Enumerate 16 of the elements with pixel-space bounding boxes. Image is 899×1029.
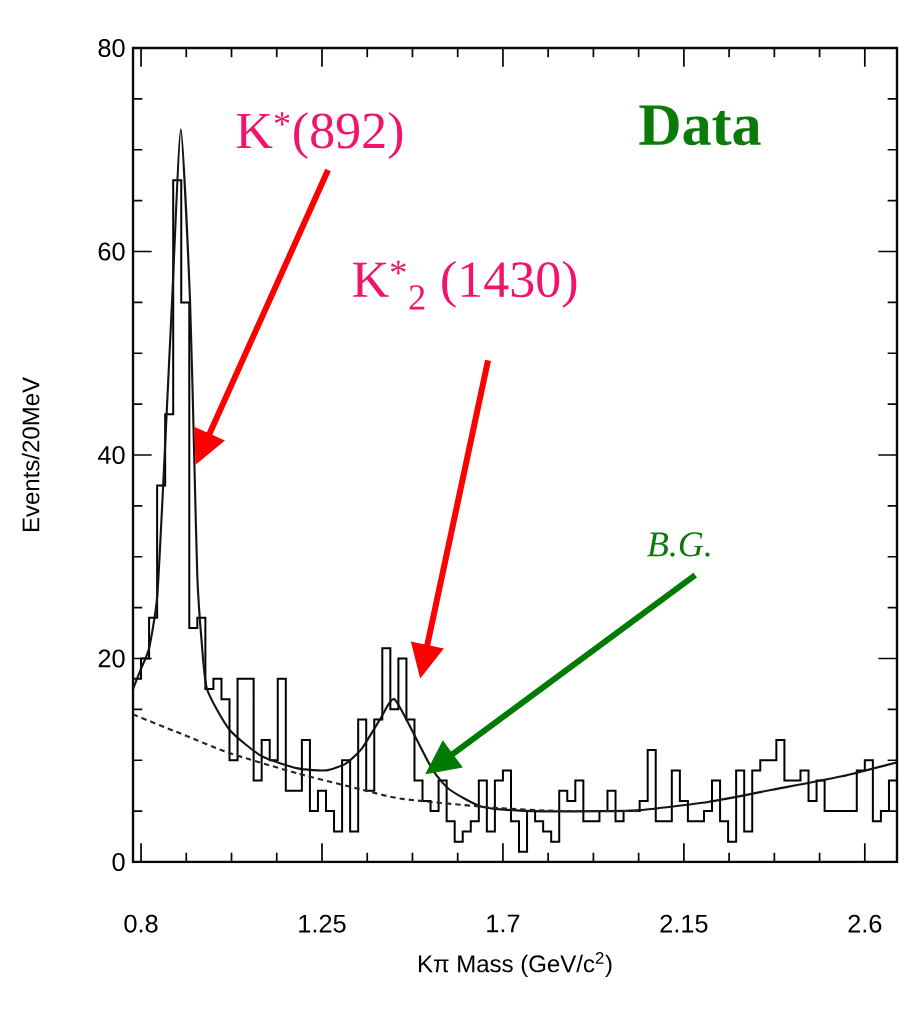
annotation: Data	[639, 105, 761, 146]
y-axis-title: Events/20MeV	[21, 377, 40, 532]
x-tick-label: 2.15	[660, 914, 708, 933]
x-tick-label: 1.25	[299, 914, 346, 933]
x-tick-label: 2.6	[848, 914, 882, 933]
annotation: K$^{*}$(892)	[236, 111, 403, 160]
x-axis-title: Kπ Mass (GeV/c$^{2}$)	[419, 952, 612, 978]
annotation: K$^{*}$$_{2}$ (1430)	[353, 260, 577, 310]
y-tick-label: 20	[98, 649, 125, 668]
x-tick-label: 0.8	[124, 914, 158, 933]
x-tick-label: 1.7	[487, 914, 520, 933]
y-tick-label: 60	[98, 242, 125, 261]
annotation: B.G.	[647, 532, 710, 557]
y-tick-label: 80	[98, 39, 125, 57]
y-tick-label: 40	[98, 446, 125, 464]
y-tick-label: 0	[112, 853, 125, 871]
